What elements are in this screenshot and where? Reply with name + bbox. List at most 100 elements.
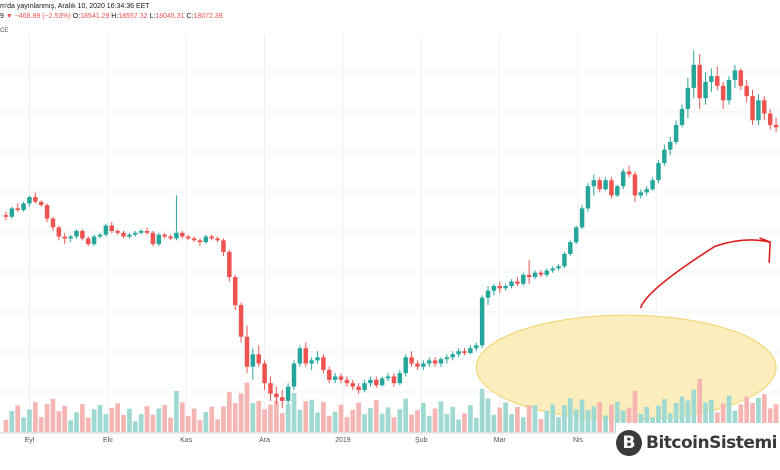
volume-bar <box>379 413 385 432</box>
candle-body <box>62 236 67 239</box>
low-value: 18045.31 <box>155 13 185 20</box>
candle-body <box>197 240 203 243</box>
volume-bar <box>373 400 379 432</box>
candle-body <box>50 218 56 228</box>
price-chart[interactable]: EylEkiKasAra2019ŞubMarNisMay <box>0 34 780 470</box>
candle-body <box>174 232 179 239</box>
candle-body <box>121 232 126 237</box>
candle-body <box>350 383 356 387</box>
candle-body <box>315 357 320 361</box>
volume-bar <box>391 417 397 432</box>
volume-bar <box>68 420 73 432</box>
candle-body <box>409 357 414 364</box>
candle-body <box>185 236 191 239</box>
low-label: L: <box>149 13 156 20</box>
candle-body <box>421 363 426 367</box>
volume-bar <box>174 391 179 432</box>
volume-bar <box>573 409 579 432</box>
volume-bar <box>438 401 444 432</box>
x-tick-label: Kas <box>180 437 193 444</box>
volume-bar <box>538 418 544 432</box>
volume-bar <box>462 413 467 432</box>
candle-body <box>221 240 226 252</box>
x-tick-label: Eyl <box>25 437 35 444</box>
volume-bar <box>168 417 173 432</box>
volume-bar <box>397 409 403 432</box>
candle-body <box>256 354 261 364</box>
volume-bar <box>297 409 303 432</box>
candle-body <box>450 354 455 358</box>
volume-bar <box>697 378 702 432</box>
volume-bar <box>426 415 432 432</box>
candle-body <box>244 336 250 367</box>
open-label: O: <box>72 13 81 20</box>
candle-body <box>138 231 144 233</box>
open-value: 18541.29 <box>80 13 110 20</box>
candle-body <box>485 290 491 298</box>
volume-bar <box>144 405 150 432</box>
candle-body <box>21 203 26 211</box>
candle-body <box>268 383 273 394</box>
candle-body <box>738 70 744 86</box>
volume-bar <box>368 408 373 432</box>
candle-body <box>80 231 85 239</box>
volume-bar <box>503 402 508 432</box>
candle-body <box>756 100 761 121</box>
candle-body <box>479 297 485 346</box>
arrow-head <box>759 237 772 263</box>
volume-bar <box>315 412 320 432</box>
published-line: m'da yayınlanmış, Aralık 10, 2020 16:34:… <box>0 3 150 10</box>
candle-body <box>3 215 9 217</box>
volume-bar <box>326 415 332 432</box>
chart-header: m'da yayınlanmış, Aralık 10, 2020 16:34:… <box>0 0 780 34</box>
candle-body <box>474 345 479 349</box>
volume-bar <box>662 399 667 432</box>
volume-bar <box>268 404 273 432</box>
candle-body <box>362 383 367 391</box>
candle-body <box>726 79 732 101</box>
volume-bar <box>420 403 426 432</box>
volume-bar <box>773 404 779 432</box>
candle-body <box>356 386 361 391</box>
candle-body <box>15 208 20 211</box>
volume-bar <box>679 396 685 432</box>
volume-bar <box>673 402 679 432</box>
candle-body <box>456 351 461 355</box>
candle-body <box>620 171 626 187</box>
volume-bar <box>250 402 256 432</box>
candle-body <box>532 272 538 278</box>
volume-bar <box>85 417 91 432</box>
candle-body <box>644 189 649 193</box>
candle-body <box>379 378 385 386</box>
x-tick-label: 2019 <box>335 437 351 444</box>
candle-body <box>585 186 591 209</box>
volume-bar <box>38 417 44 432</box>
volume-bar <box>691 389 697 432</box>
close-label: C: <box>186 13 194 20</box>
candle-body <box>668 141 673 150</box>
candle-body <box>697 64 702 99</box>
volume-bar <box>750 403 755 432</box>
candle-body <box>133 232 138 235</box>
volume-bar <box>685 400 691 432</box>
candle-body <box>227 251 232 278</box>
volume-bar <box>626 407 632 432</box>
volume-bar <box>756 397 761 432</box>
candle-body <box>68 236 73 239</box>
volume-bar <box>550 404 556 432</box>
volume-bar <box>761 394 767 432</box>
volume-bar <box>344 417 350 432</box>
candle-body <box>538 272 544 275</box>
volume-bar <box>350 409 356 432</box>
close-value: 18072.39 <box>193 13 223 20</box>
candle-body <box>391 376 397 384</box>
volume-bar <box>567 398 573 432</box>
candle-body <box>615 186 620 196</box>
volume-bar <box>191 408 197 432</box>
volume-bar <box>656 405 661 432</box>
candle-body <box>562 253 567 267</box>
volume-bar <box>726 395 732 432</box>
candle-body <box>550 268 555 271</box>
x-tick-label: Ara <box>259 437 270 444</box>
volume-bar <box>562 405 567 432</box>
